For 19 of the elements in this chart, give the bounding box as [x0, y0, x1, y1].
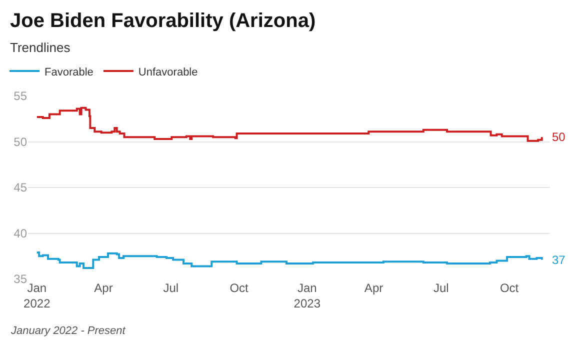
chart-title: Joe Biden Favorability (Arizona) [10, 10, 316, 32]
x-tick-label: Jul [433, 281, 449, 295]
x-tick-label: Jul [163, 281, 179, 295]
chart-subtitle: Trendlines [10, 40, 71, 55]
y-tick-label: 45 [14, 180, 28, 195]
y-tick-label: 35 [14, 272, 28, 286]
y-tick-label: 40 [14, 226, 28, 240]
x-tick-label: Apr [94, 281, 113, 295]
legend-label: Favorable [44, 66, 94, 78]
x-tick-label: Oct [230, 281, 250, 295]
x-tick-label: Jan 2023 [294, 281, 321, 311]
y-tick-label: 55 [14, 89, 28, 104]
text: January 2022 - Present [10, 325, 126, 337]
annotation: 37 [552, 253, 566, 267]
x-tick-label: Oct [500, 281, 520, 295]
legend-label: Unfavorable [138, 66, 198, 78]
x-tick-label: Apr [364, 281, 384, 295]
y-tick-label: 50 [14, 134, 28, 149]
annotation: 50 [552, 130, 566, 144]
